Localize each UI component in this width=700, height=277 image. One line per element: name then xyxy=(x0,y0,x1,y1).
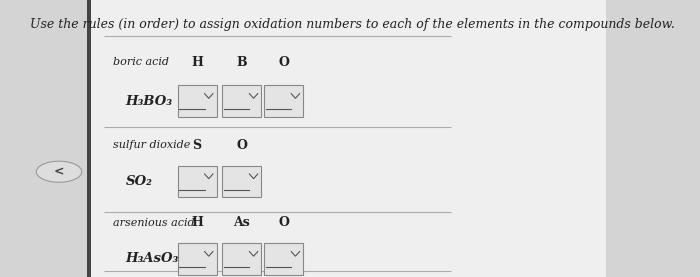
Bar xyxy=(178,85,216,117)
Bar xyxy=(87,0,606,277)
Circle shape xyxy=(36,161,82,182)
Text: H: H xyxy=(191,217,203,229)
Bar xyxy=(265,243,303,275)
Text: SO₂: SO₂ xyxy=(125,175,153,188)
Text: O: O xyxy=(279,217,289,229)
Text: S: S xyxy=(193,139,202,152)
Text: B: B xyxy=(237,56,247,69)
Bar xyxy=(178,166,216,197)
Bar xyxy=(265,85,303,117)
Text: boric acid: boric acid xyxy=(113,57,169,67)
Bar xyxy=(87,0,91,277)
Text: H₃AsO₃: H₃AsO₃ xyxy=(125,253,178,265)
Text: As: As xyxy=(234,217,251,229)
Bar xyxy=(223,166,261,197)
Bar xyxy=(223,85,261,117)
Bar xyxy=(223,243,261,275)
Text: O: O xyxy=(237,139,247,152)
Text: sulfur dioxide: sulfur dioxide xyxy=(113,140,191,150)
Bar xyxy=(178,243,216,275)
Text: H: H xyxy=(191,56,203,69)
Text: H₃BO₃: H₃BO₃ xyxy=(125,95,172,107)
Text: O: O xyxy=(279,56,289,69)
Text: Use the rules (in order) to assign oxidation numbers to each of the elements in : Use the rules (in order) to assign oxida… xyxy=(30,18,675,31)
Text: <: < xyxy=(54,165,64,178)
Text: arsenious acid: arsenious acid xyxy=(113,218,195,228)
